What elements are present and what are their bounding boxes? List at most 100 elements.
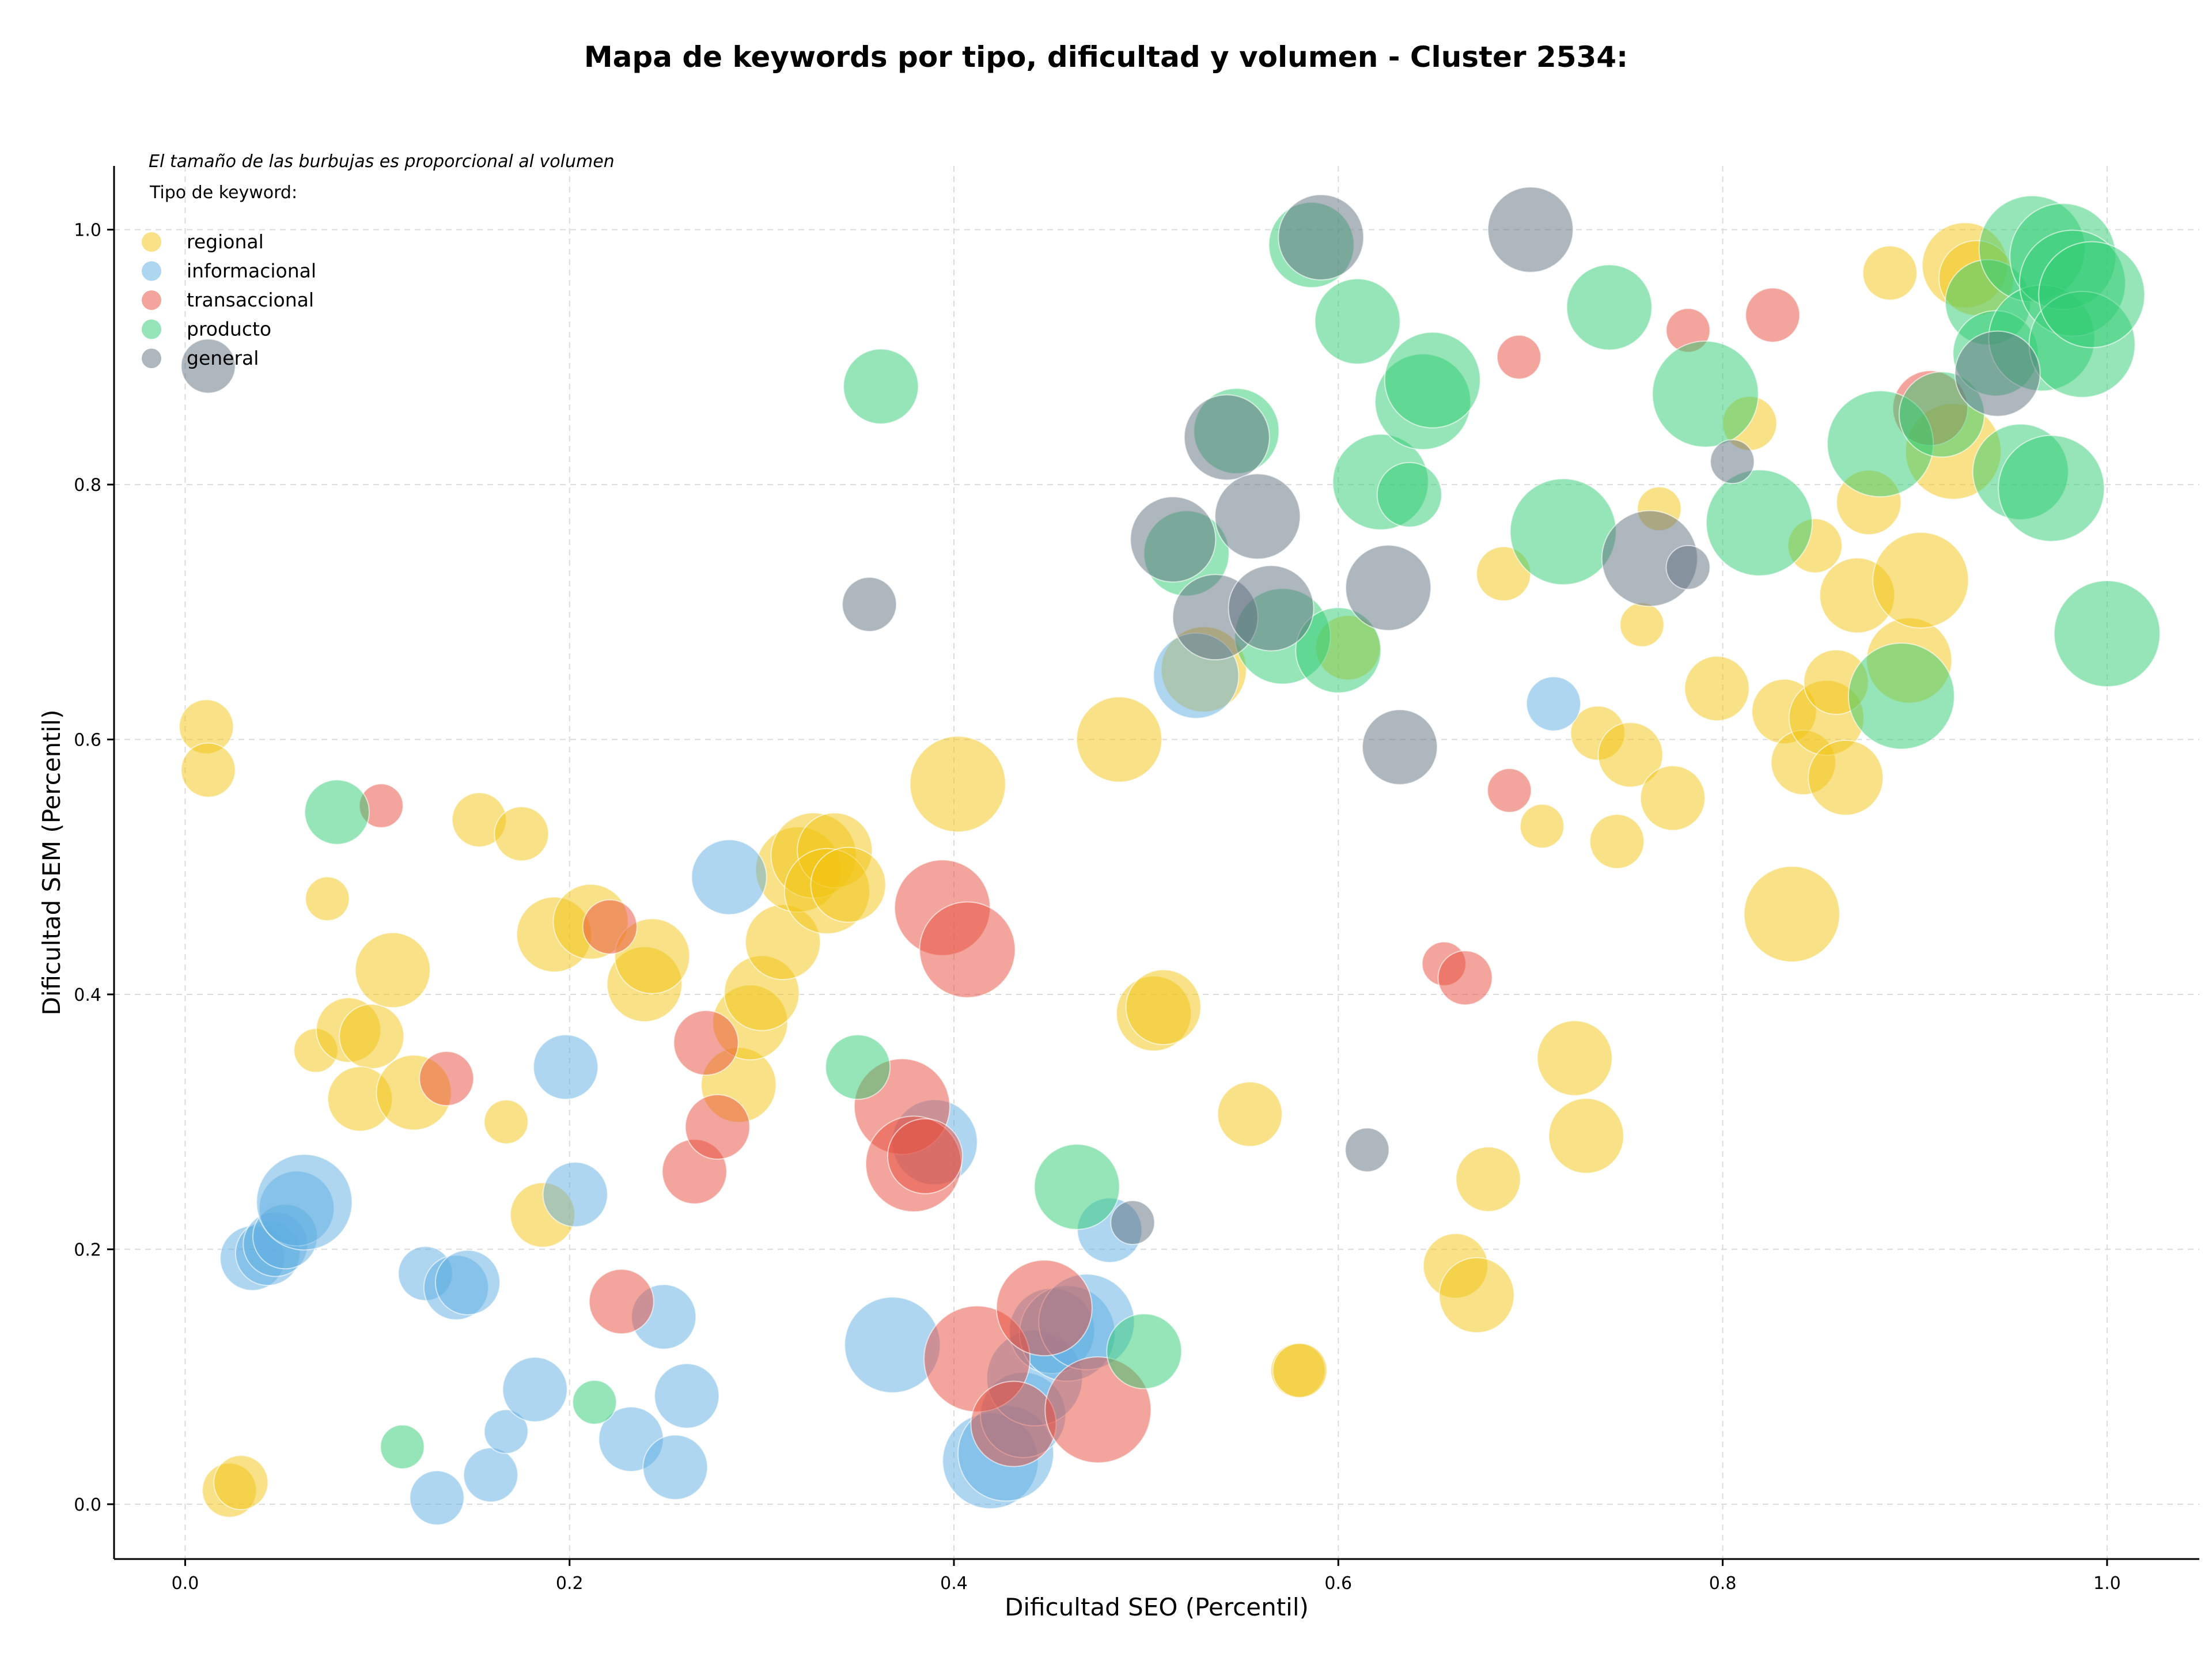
regional-point — [1684, 656, 1750, 722]
x-tick-label: 0.8 — [1709, 1573, 1737, 1594]
legend-marker-producto — [142, 319, 161, 339]
general-point — [1183, 394, 1270, 481]
general-point — [1278, 194, 1365, 281]
transaccional-point — [995, 1259, 1093, 1357]
axis-ticks: 0.0 0.2 0.4 0.6 0.8 1.0 0.0 0.2 0.4 0.6 0.8 1.0 — [74, 221, 2120, 1594]
legend-label-producto: producto — [187, 318, 271, 340]
producto-point — [1998, 434, 2105, 542]
regional-point — [1548, 1098, 1624, 1174]
producto-point — [304, 779, 370, 845]
general-point — [1130, 496, 1217, 583]
legend-label-general: general — [187, 347, 259, 369]
producto-point — [1376, 461, 1442, 528]
y-tick-label: 1.0 — [74, 221, 101, 241]
transaccional-point — [887, 1118, 963, 1194]
general-point — [1110, 1200, 1156, 1245]
legend-marker-transaccional — [142, 290, 161, 310]
legend: El tamaño de las burbujas es proporciona… — [142, 152, 615, 369]
size-note: El tamaño de las burbujas es proporciona… — [149, 152, 615, 172]
producto-point — [2038, 241, 2146, 349]
producto-point — [825, 1034, 891, 1100]
regional-point — [909, 735, 1006, 833]
x-tick-label: 0.2 — [556, 1573, 584, 1594]
regional-point — [180, 742, 236, 798]
informacional-point — [1525, 676, 1581, 732]
y-tick-label: 0.4 — [74, 985, 101, 1005]
series-producto — [304, 195, 2161, 1470]
transaccional-point — [684, 1094, 751, 1160]
general-point — [1214, 473, 1301, 560]
y-axis-label: Dificultad SEM (Percentil) — [37, 710, 66, 1016]
regional-point — [1438, 1257, 1515, 1334]
regional-point — [339, 1003, 405, 1069]
transaccional-point — [673, 1010, 739, 1076]
x-tick-label: 0.6 — [1324, 1573, 1352, 1594]
transaccional-point — [1496, 334, 1541, 380]
regional-point — [1639, 765, 1706, 831]
transaccional-point — [1437, 950, 1493, 1006]
axes — [113, 166, 2199, 1560]
legend-marker-regional — [142, 232, 161, 252]
producto-point — [380, 1424, 425, 1470]
legend-title: Tipo de keyword: — [149, 183, 297, 203]
regional-point — [1075, 696, 1162, 783]
producto-point — [1847, 642, 1955, 750]
y-tick-label: 0.0 — [74, 1495, 101, 1515]
producto-point — [572, 1379, 618, 1425]
producto-point — [2053, 580, 2161, 687]
regional-point — [1597, 722, 1664, 788]
transaccional-point — [970, 1380, 1057, 1467]
y-tick-label: 0.2 — [74, 1240, 101, 1260]
general-point — [1487, 186, 1574, 273]
general-point — [1345, 544, 1432, 631]
informacional-point — [533, 1034, 599, 1100]
x-tick-label: 0.4 — [940, 1573, 968, 1594]
regional-point — [305, 876, 350, 922]
x-axis-label: Dificultad SEO (Percentil) — [1005, 1593, 1309, 1621]
data-points — [179, 186, 2161, 1526]
regional-point — [354, 932, 431, 1008]
legend-label-regional: regional — [187, 230, 264, 253]
general-point — [1665, 544, 1711, 590]
producto-point — [1106, 1313, 1183, 1390]
general-point — [842, 577, 897, 633]
regional-point — [1619, 602, 1665, 648]
transaccional-point — [1745, 287, 1801, 343]
informacional-point — [642, 1434, 709, 1500]
informacional-point — [654, 1363, 720, 1429]
regional-point — [483, 1099, 529, 1145]
informacional-point — [409, 1470, 465, 1526]
regional-point — [1536, 1020, 1613, 1096]
regional-point — [1125, 969, 1202, 1046]
regional-point — [1872, 531, 1969, 629]
transaccional-point — [919, 901, 1016, 998]
producto-point — [843, 348, 919, 425]
informacional-point — [256, 1153, 353, 1251]
producto-point — [1033, 1144, 1120, 1231]
informacional-point — [463, 1447, 518, 1503]
producto-point — [1295, 607, 1382, 694]
x-tick-label: 0.0 — [172, 1573, 199, 1594]
producto-point — [1566, 264, 1653, 351]
regional-point — [494, 806, 550, 862]
general-point — [1228, 565, 1315, 652]
legend-marker-general — [142, 349, 161, 368]
producto-point — [1705, 469, 1813, 577]
producto-point — [1384, 331, 1481, 429]
legend-label-informacional: informacional — [187, 260, 316, 282]
informacional-point — [502, 1356, 568, 1422]
transaccional-point — [1487, 768, 1532, 814]
regional-point — [1808, 739, 1884, 816]
general-point — [1954, 330, 2041, 417]
y-tick-label: 0.6 — [74, 731, 101, 751]
informacional-point — [542, 1161, 608, 1228]
series-general — [180, 186, 2041, 1245]
producto-point — [1314, 278, 1401, 365]
producto-point — [1509, 478, 1617, 585]
regional-point — [1217, 1081, 1283, 1147]
regional-point — [810, 846, 887, 923]
informacional-point — [434, 1249, 501, 1315]
transaccional-point — [588, 1269, 654, 1335]
producto-point — [1652, 340, 1759, 448]
